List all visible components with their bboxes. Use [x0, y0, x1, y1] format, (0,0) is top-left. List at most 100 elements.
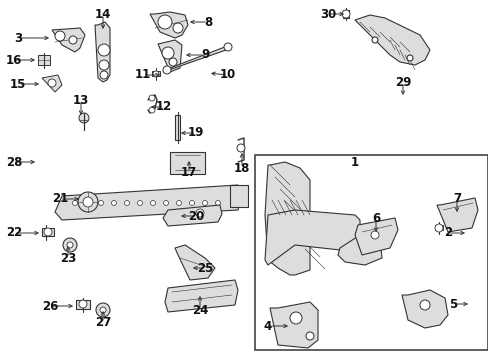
Circle shape: [150, 201, 155, 206]
Text: 5: 5: [448, 297, 456, 310]
Text: 3: 3: [14, 31, 22, 45]
Circle shape: [224, 43, 231, 51]
Text: 11: 11: [135, 68, 151, 81]
Circle shape: [153, 71, 159, 77]
Text: 18: 18: [233, 162, 250, 175]
Polygon shape: [175, 245, 215, 280]
Polygon shape: [204, 0, 488, 26]
Text: 10: 10: [220, 68, 236, 81]
Text: 17: 17: [181, 166, 197, 180]
Circle shape: [434, 224, 442, 232]
Text: 1: 1: [350, 157, 358, 170]
Polygon shape: [95, 22, 110, 82]
Circle shape: [149, 95, 155, 101]
Circle shape: [158, 15, 172, 29]
Circle shape: [371, 37, 377, 43]
Circle shape: [162, 47, 174, 59]
Circle shape: [63, 238, 77, 252]
Polygon shape: [269, 302, 317, 348]
Circle shape: [237, 144, 244, 152]
Text: 26: 26: [42, 300, 58, 312]
Bar: [170, 152, 204, 174]
Circle shape: [79, 113, 89, 123]
Circle shape: [189, 201, 194, 206]
Text: 14: 14: [95, 8, 111, 21]
Polygon shape: [264, 210, 359, 265]
Polygon shape: [354, 218, 397, 255]
Polygon shape: [163, 205, 222, 226]
Circle shape: [69, 36, 77, 44]
Bar: [42, 228, 54, 236]
Text: 13: 13: [73, 94, 89, 107]
Circle shape: [196, 209, 203, 217]
Circle shape: [305, 332, 313, 340]
Circle shape: [85, 201, 90, 206]
Text: 4: 4: [264, 320, 271, 333]
Circle shape: [163, 66, 171, 74]
Bar: [152, 71, 160, 76]
Text: 23: 23: [60, 252, 76, 265]
Circle shape: [79, 300, 87, 308]
Polygon shape: [337, 235, 381, 265]
Bar: [434, 225, 442, 230]
Circle shape: [99, 60, 109, 70]
Polygon shape: [150, 12, 187, 38]
Circle shape: [341, 10, 349, 18]
Polygon shape: [52, 28, 85, 52]
Text: 8: 8: [203, 15, 212, 28]
Circle shape: [96, 303, 110, 317]
Bar: [76, 300, 90, 309]
Polygon shape: [163, 45, 229, 72]
Circle shape: [111, 201, 116, 206]
Text: 22: 22: [6, 226, 22, 239]
Circle shape: [44, 228, 52, 236]
Circle shape: [406, 55, 412, 61]
Polygon shape: [264, 162, 309, 275]
Text: 16: 16: [6, 54, 22, 67]
Text: 19: 19: [187, 126, 204, 139]
Circle shape: [83, 197, 93, 207]
Text: 21: 21: [52, 193, 68, 206]
Circle shape: [215, 201, 220, 206]
Polygon shape: [164, 280, 238, 312]
Circle shape: [100, 307, 106, 313]
Text: 20: 20: [187, 210, 203, 222]
Text: 25: 25: [196, 261, 213, 274]
Bar: [175, 115, 180, 140]
Circle shape: [289, 312, 302, 324]
Circle shape: [163, 201, 168, 206]
Polygon shape: [342, 10, 348, 18]
Circle shape: [169, 58, 177, 66]
Circle shape: [78, 192, 98, 212]
Text: 6: 6: [371, 211, 379, 225]
Polygon shape: [158, 40, 182, 72]
Circle shape: [370, 231, 378, 239]
Circle shape: [124, 201, 129, 206]
Text: 12: 12: [156, 100, 172, 113]
Text: 27: 27: [95, 316, 111, 329]
Polygon shape: [55, 185, 242, 220]
Circle shape: [67, 242, 73, 248]
Circle shape: [55, 31, 65, 41]
Text: 24: 24: [191, 303, 208, 316]
Polygon shape: [42, 75, 62, 92]
Text: 9: 9: [201, 49, 209, 62]
Polygon shape: [436, 198, 477, 232]
Text: 30: 30: [319, 8, 335, 21]
Polygon shape: [354, 15, 429, 65]
Text: 29: 29: [394, 76, 410, 89]
Circle shape: [202, 201, 207, 206]
Circle shape: [98, 201, 103, 206]
Text: 2: 2: [443, 226, 451, 239]
Polygon shape: [401, 290, 447, 328]
Circle shape: [48, 79, 56, 87]
Polygon shape: [38, 55, 50, 65]
Circle shape: [176, 201, 181, 206]
Circle shape: [98, 44, 110, 56]
Circle shape: [173, 23, 183, 33]
Bar: [254, 155, 487, 350]
Bar: [229, 185, 247, 207]
Circle shape: [419, 300, 429, 310]
Text: 7: 7: [452, 192, 460, 204]
Text: 15: 15: [10, 77, 26, 90]
